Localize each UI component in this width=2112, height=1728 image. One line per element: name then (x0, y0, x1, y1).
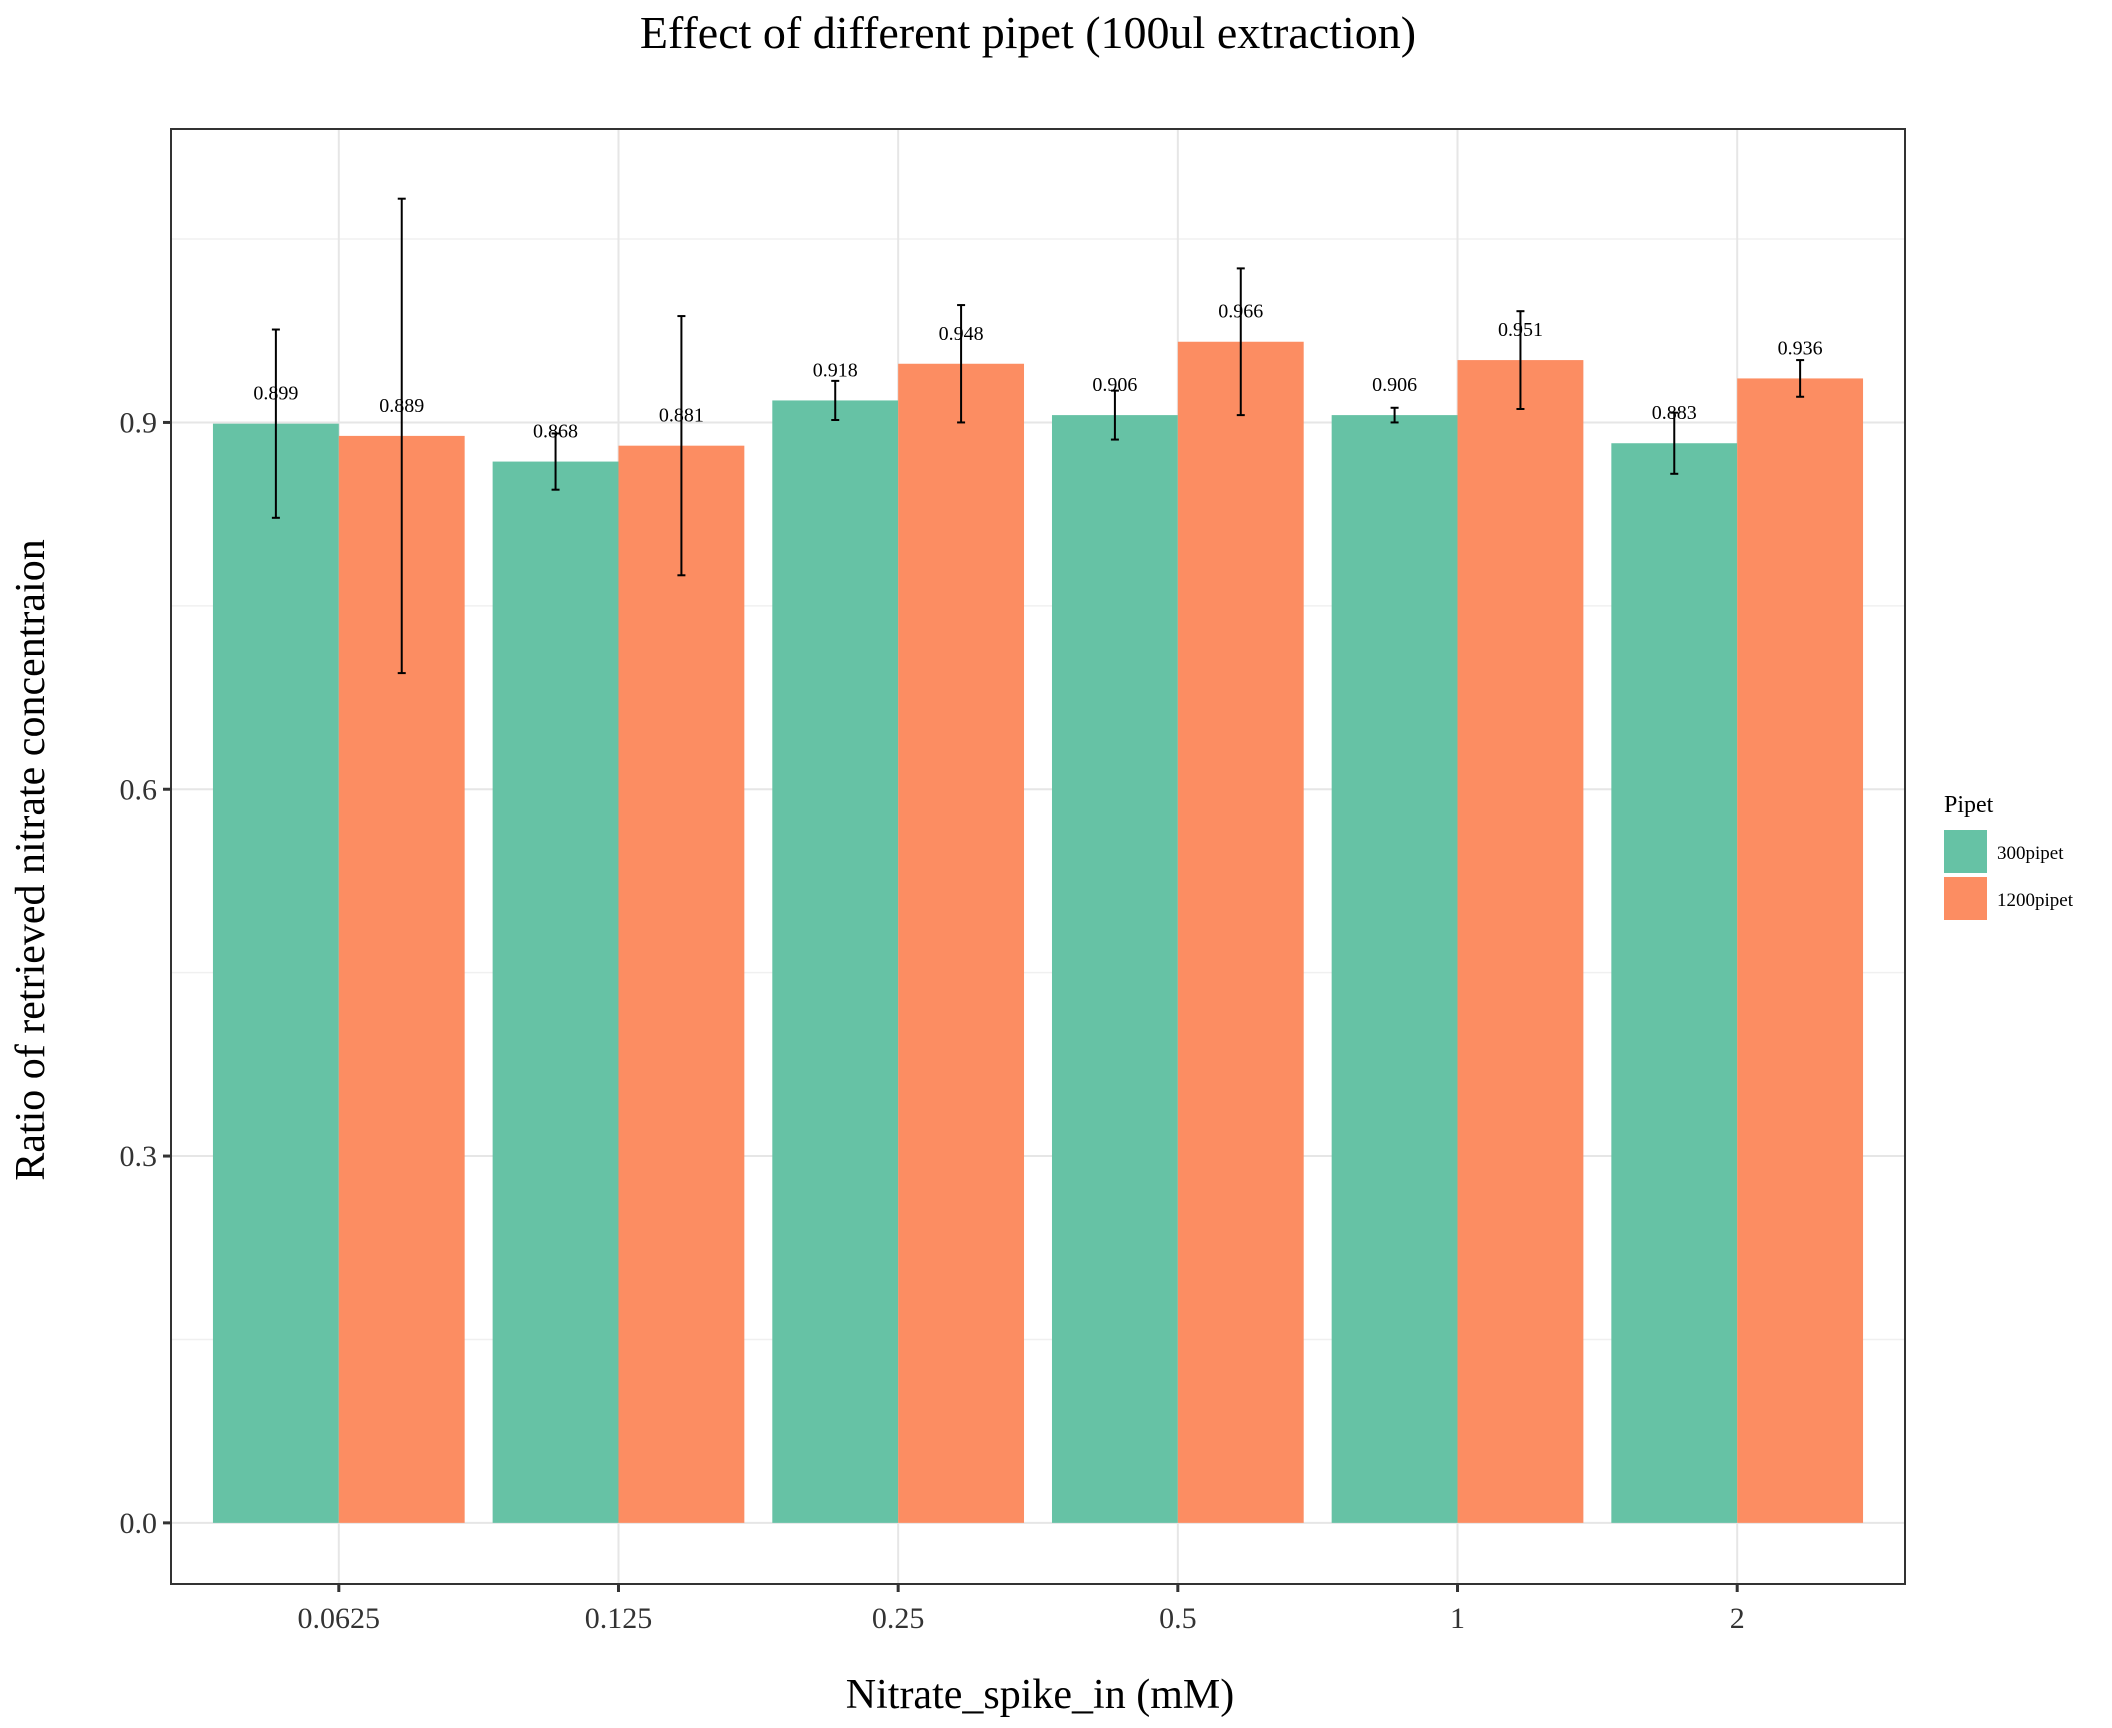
plot-area: 0.899 0.868 0.918 0.906 0.906 0.883 0.889 0.881… (120, 128, 1906, 1635)
x-tick-label: 0.125 (585, 1602, 653, 1635)
data-label: 0.889 (379, 395, 424, 417)
data-label: 0.868 (533, 421, 578, 443)
data-label: 0.906 (1092, 374, 1137, 396)
data-label: 0.899 (253, 383, 298, 405)
bar-300pipet-0.25 (772, 400, 899, 1523)
data-label: 0.966 (1218, 301, 1263, 323)
legend-label: 300pipet (1997, 843, 2064, 864)
data-label: 0.883 (1652, 402, 1697, 424)
legend-key-300pipet (1944, 830, 1987, 873)
data-label: 0.881 (659, 405, 704, 427)
bar-300pipet-0.5 (1051, 415, 1178, 1523)
legend-label: 1200pipet (1997, 890, 2074, 911)
y-tick-label: 0.0 (120, 1507, 158, 1540)
data-label: 0.936 (1778, 337, 1823, 359)
legend-title: Pipet (1944, 792, 1994, 818)
bar-1200pipet-2 (1737, 378, 1864, 1523)
y-axis-title: Ratio of retrieved nitrate concentraion (8, 539, 54, 1180)
y-tick-label: 0.6 (120, 773, 158, 806)
x-tick-label: 2 (1730, 1602, 1745, 1635)
data-label: 0.906 (1372, 374, 1417, 396)
x-tick-label: 0.0625 (298, 1602, 381, 1635)
legend: Pipet 300pipet 1200pipet (1944, 792, 2074, 920)
bar-300pipet-1 (1331, 415, 1458, 1523)
bar-1200pipet-1 (1457, 360, 1584, 1523)
plot-border (170, 128, 1906, 1585)
y-tick-label: 0.9 (120, 406, 158, 439)
chart-title: Effect of different pipet (100ul extract… (640, 7, 1416, 58)
bar-300pipet-0.125 (492, 461, 619, 1523)
data-label: 0.918 (813, 359, 858, 381)
bar-300pipet-2 (1611, 443, 1738, 1523)
x-axis-title: Nitrate_spike_in (mM) (846, 1672, 1234, 1718)
data-label: 0.948 (939, 323, 984, 345)
x-tick-label: 1 (1450, 1602, 1465, 1635)
x-tick-label: 0.5 (1159, 1602, 1197, 1635)
bar-300pipet-0.0625 (212, 423, 339, 1523)
bar-1200pipet-0.5 (1177, 341, 1304, 1523)
legend-key-1200pipet (1944, 877, 1987, 920)
bar-1200pipet-0.25 (898, 363, 1025, 1523)
bar-1200pipet-0.125 (618, 445, 745, 1523)
x-tick-label: 0.25 (872, 1602, 925, 1635)
y-tick-label: 0.3 (120, 1140, 158, 1173)
data-label: 0.951 (1498, 319, 1543, 341)
